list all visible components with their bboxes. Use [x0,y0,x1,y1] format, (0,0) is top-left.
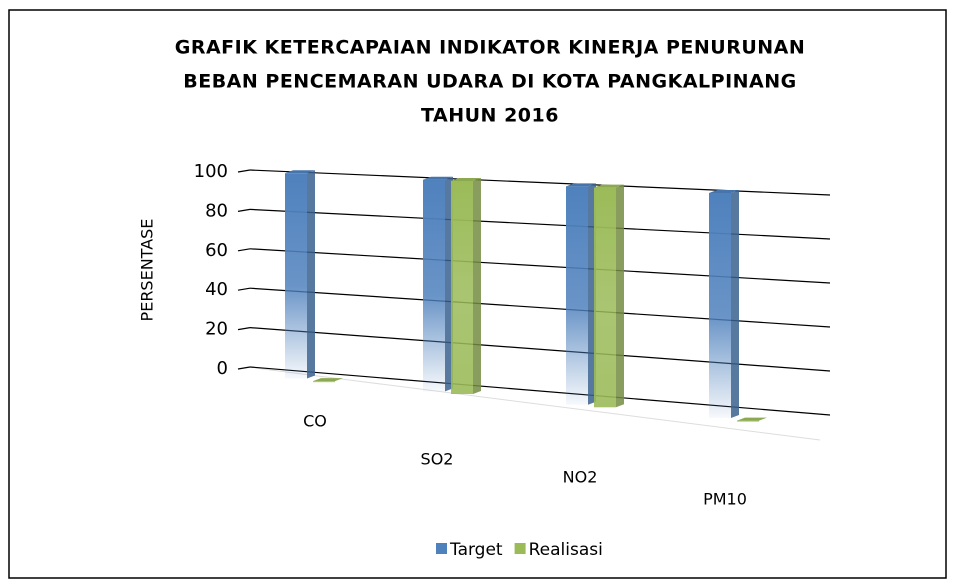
chart-title: GRAFIK KETERCAPAIAN INDIKATOR KINERJA PE… [175,37,806,59]
y-tick-label: 20 [205,319,228,340]
bar-side [307,170,315,379]
bar [313,378,343,383]
bar-top [451,178,481,181]
legend-label: Target [449,540,503,560]
chart-title: TAHUN 2016 [421,105,559,127]
bar [423,176,453,392]
grid-line [249,248,831,284]
grid-line [249,327,831,372]
x-tick-label: CO [303,412,327,431]
legend-label: Realisasi [529,540,603,560]
chart-title: BEBAN PENCEMARAN UDARA DI KOTA PANGKALPI… [183,71,797,93]
bar-side [473,178,481,394]
x-tick-label: NO2 [563,468,598,487]
tick-mark [237,208,251,212]
bar-top [285,170,315,174]
bar-front [709,193,731,418]
bar-side [616,184,624,408]
bar [594,184,624,408]
floor-edge [254,367,821,441]
tick-mark [237,287,251,291]
bar [566,183,596,405]
tick-mark [237,169,251,173]
legend-swatch [436,543,447,554]
bar-top [709,190,739,193]
y-tick-label: 60 [205,240,228,261]
bar [737,417,767,422]
bar-front [451,181,473,394]
grid-line [249,366,831,416]
tick-mark [237,248,251,252]
y-tick-label: 40 [205,279,228,300]
bar [451,178,481,394]
bar-front [594,187,616,408]
y-tick-label: 100 [194,161,228,182]
y-tick-label: 80 [205,200,228,221]
tick-mark [237,366,251,370]
bar-side [731,190,739,418]
tick-mark [237,327,251,331]
legend-swatch [514,543,526,554]
bar-top [566,183,596,187]
bar-top [313,378,343,382]
bar-top [737,417,767,421]
y-tick-label: 0 [217,358,228,379]
bar-front [737,420,759,422]
bar-top [423,176,453,180]
grid-line [249,287,831,328]
frame [8,9,947,579]
bar-front [566,186,588,405]
bar-top [594,184,624,188]
bar-front [285,173,307,379]
bar-front [423,179,445,392]
bar [285,170,315,379]
grid-line [249,169,831,196]
grid-line [249,208,831,240]
x-tick-label: SO2 [421,450,454,469]
x-tick-label: PM10 [703,490,747,509]
bar-front [313,381,335,383]
bar [709,190,739,418]
y-axis-label: PERSENTASE [138,219,157,322]
